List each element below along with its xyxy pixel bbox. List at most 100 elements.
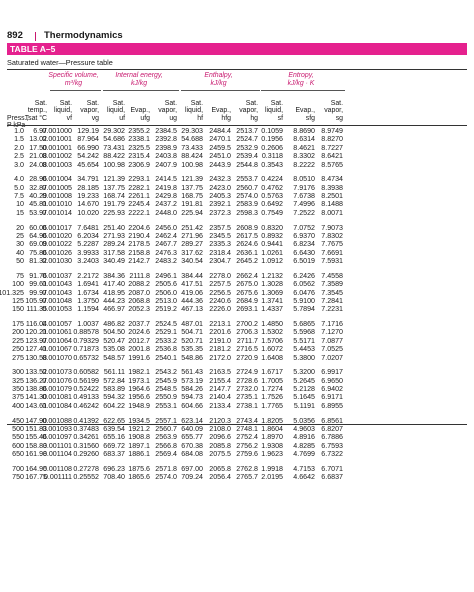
table-cell: 584.26 xyxy=(181,385,203,394)
column-header-line xyxy=(201,100,231,107)
table-cell: 2140.4 xyxy=(209,393,231,402)
table-cell: 2318.4 xyxy=(209,248,231,257)
table-cell: 0.2606 xyxy=(261,143,283,152)
table-cell: 2759.6 xyxy=(236,450,258,459)
table-cell: 7.5931 xyxy=(321,257,343,266)
table-cell: 2384.5 xyxy=(155,127,177,135)
table-cell: 8.7227 xyxy=(321,143,343,152)
table-row: 500 151.83 0.001093 0.37483 639.54 1921.2 2560… xyxy=(7,425,467,433)
table-cell: 0.001101 xyxy=(42,441,72,450)
table-cell: 8.4734 xyxy=(321,175,343,184)
table-cell: 2693.1 xyxy=(236,305,258,314)
row-group: 175 116.04 0.001057 1.0037 486.82 2037.7 2524.… xyxy=(7,320,467,362)
table-cell: 200 xyxy=(12,328,24,337)
table-cell: 467.13 xyxy=(181,305,203,314)
table-cell: 2765.7 xyxy=(236,473,258,482)
table-cell: 0.49133 xyxy=(73,393,99,402)
table-cell: 7.6691 xyxy=(321,248,343,257)
table-cell: 4.8285 xyxy=(293,441,315,450)
table-cell: 2240.6 xyxy=(209,296,231,305)
table-cell: 158.83 xyxy=(25,441,47,450)
column-header: Sat. liquid, sf xyxy=(253,100,283,130)
table-cell: 13.02 xyxy=(29,135,47,144)
table-cell: 2608.9 xyxy=(236,223,258,232)
table-cell: 6.7886 xyxy=(321,433,343,442)
table-cell: 1.8970 xyxy=(261,433,283,442)
table-cell: 0.9441 xyxy=(261,240,283,249)
table-cell: 2550.9 xyxy=(155,393,177,402)
table-cell: 1973.1 xyxy=(128,376,150,385)
table-cell: 125 xyxy=(12,296,24,305)
table-cell: 2752.4 xyxy=(236,433,258,442)
column-group-name: Internal energy, xyxy=(115,72,163,79)
table-cell: 5.5171 xyxy=(293,336,315,345)
table-cell: 1.0 xyxy=(14,127,24,135)
table-cell: 340.49 xyxy=(103,257,125,266)
table-cell: 2684.9 xyxy=(236,296,258,305)
table-cell: 2419.8 xyxy=(155,183,177,192)
table-cell: 120.21 xyxy=(25,328,47,337)
table-cell: 400 xyxy=(12,401,24,410)
table-cell: 548.86 xyxy=(181,353,203,362)
column-header-line: Press., xyxy=(7,114,29,122)
table-cell: 1.3069 xyxy=(261,288,283,297)
table-cell: 0.001073 xyxy=(42,368,72,377)
table-cell: 2513.0 xyxy=(155,296,177,305)
table-cell: 2583.9 xyxy=(236,200,258,209)
table-cell: 1.3750 xyxy=(77,296,99,305)
table-cell: 7.0207 xyxy=(321,353,343,362)
table-cell: 0.001081 xyxy=(42,393,72,402)
table-cell: 133.52 xyxy=(25,368,47,377)
table-cell: 2448.0 xyxy=(155,208,177,217)
table-cell: 168.75 xyxy=(181,192,203,201)
table-cell: 130.58 xyxy=(25,353,47,362)
table-cell: 6.2426 xyxy=(293,271,315,280)
column-header-line: hg xyxy=(250,114,258,122)
column-header-line: Evap., xyxy=(295,107,315,115)
row-group: 300 133.52 0.001073 0.60582 561.11 1982.1 2543… xyxy=(7,368,467,410)
table-cell: 572.84 xyxy=(103,376,125,385)
table-row: 20 60.06 0.001017 7.6481 251.40 2204.6 2456.0 2… xyxy=(7,224,467,232)
table-cell: 655.77 xyxy=(181,433,203,442)
table-cell: 444.23 xyxy=(103,296,125,305)
table-cell: 1.9308 xyxy=(261,441,283,450)
table-cell: 53.97 xyxy=(29,208,47,217)
table-row: 30 69.09 0.001022 5.2287 289.24 2178.5 2467.7 2… xyxy=(7,240,467,248)
table-cell: 8.6314 xyxy=(293,135,315,144)
table-cell: 2506.0 xyxy=(155,288,177,297)
table-cell: 418.95 xyxy=(103,288,125,297)
table-cell: 2056.4 xyxy=(209,473,231,482)
table-cell: 2096.6 xyxy=(209,433,231,442)
table-cell: 417.51 xyxy=(181,280,203,289)
table-cell: 2392.8 xyxy=(155,135,177,144)
table-cell: 2706.3 xyxy=(236,328,258,337)
table-cell: 0.001088 xyxy=(42,416,72,425)
table-cell: 6.9370 xyxy=(293,231,315,240)
table-cell: 1.6941 xyxy=(77,280,99,289)
table-cell: 137.75 xyxy=(181,183,203,192)
table-cell: 8.5765 xyxy=(321,160,343,169)
table-row: 450 147.90 0.001088 0.41392 622.65 1934.5 2557… xyxy=(7,417,467,425)
table-cell: 2553.1 xyxy=(155,401,177,410)
table-cell: 15 xyxy=(16,208,24,217)
table-cell: 8.0071 xyxy=(321,208,343,217)
column-header-line: Sat. xyxy=(330,100,343,107)
table-cell: 1.3028 xyxy=(261,280,283,289)
table-cell: 2483.2 xyxy=(155,257,177,266)
table-cell: 0.001067 xyxy=(42,345,72,354)
table-cell: 487.01 xyxy=(181,320,203,328)
column-group-underline xyxy=(103,90,179,91)
column-group-unit: kJ/kg xyxy=(210,80,227,87)
table-cell: 7.2522 xyxy=(293,208,315,217)
table-row: 3.0 24.08 0.001003 45.654 100.98 2306.9 2407.9… xyxy=(7,161,467,169)
column-header-line: Sat. xyxy=(59,100,72,107)
table-cell: 2108.0 xyxy=(209,424,231,433)
table-cell: 2532.9 xyxy=(236,143,258,152)
table-cell: 0.001076 xyxy=(42,376,72,385)
table-cell: 4.7153 xyxy=(293,464,315,473)
table-cell: 0.001043 xyxy=(42,288,72,297)
table-row: 40 75.86 0.001026 3.9933 317.58 2158.8 2476.3 3… xyxy=(7,249,467,257)
table-cell: 73.433 xyxy=(181,143,203,152)
table-cell: 2743.4 xyxy=(236,416,258,425)
table-row: 150 111.35 0.001053 1.1594 466.97 2052.3 2519.… xyxy=(7,305,467,313)
